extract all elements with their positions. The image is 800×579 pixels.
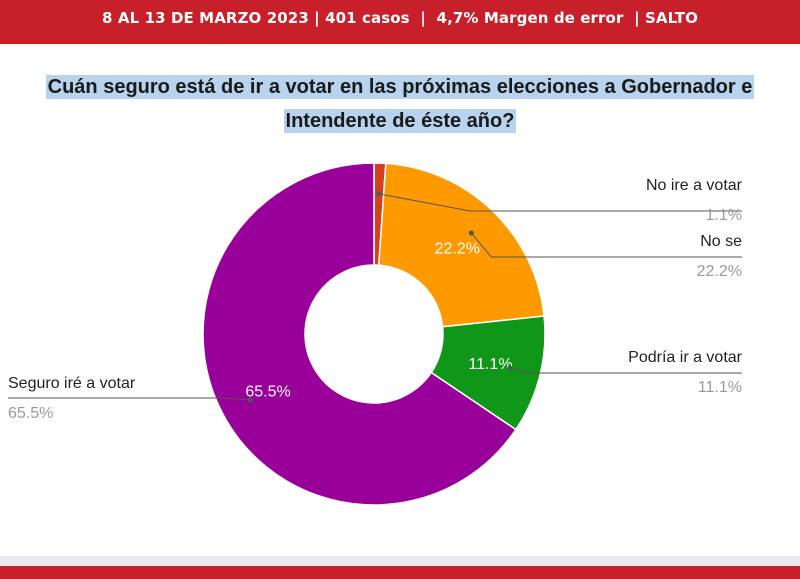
chart-title: Cuán seguro está de ir a votar en las pr… (0, 70, 800, 138)
chart-title-line-2: Intendente de éste año? (283, 109, 517, 133)
legend-value-seguro-ire-a-votar: 65.5% (8, 405, 53, 422)
header-band (0, 0, 800, 44)
footer-band (0, 566, 800, 579)
legend-value-no-se: 22.2% (697, 263, 742, 280)
footer-gray-strip (0, 556, 800, 566)
legend-label-seguro-ire-a-votar: Seguro iré a votar (8, 375, 136, 392)
leader-dot-seguro-ire-a-votar (247, 397, 253, 403)
slice-value-seguro-ire-a-votar: 65.5% (245, 383, 290, 400)
survey-info: 8 AL 13 DE MARZO 2023 | 401 casos | 4,7%… (102, 9, 698, 27)
leader-dot-podria-ir-a-votar (507, 365, 513, 371)
legend-label-podria-ir-a-votar: Podría ir a votar (628, 349, 743, 366)
slice-seguro-ire-a-votar (202, 162, 517, 506)
leader-line-seguro-ire-a-votar (8, 397, 251, 401)
legend-value-podria-ir-a-votar: 11.1% (698, 379, 742, 396)
leader-dot-no-ire-a-votar (376, 191, 382, 197)
slice-no-se (377, 162, 545, 328)
donut-chart: 22.2% 11.1% 65.5% No ire a votar 1.1% No se 22… (8, 162, 743, 506)
legend-value-no-ire-a-votar: 1.1% (706, 207, 742, 224)
leader-line-podria-ir-a-votar (509, 367, 742, 374)
leader-line-no-se (470, 232, 742, 258)
legend-label-no-ire-a-votar: No ire a votar (646, 177, 743, 194)
leader-dot-no-se (468, 230, 474, 236)
legend-label-no-se: No se (700, 233, 742, 250)
leader-line-no-ire-a-votar (378, 193, 742, 212)
slice-value-no-se: 22.2% (435, 241, 480, 258)
slice-value-podria-ir-a-votar: 11.1% (468, 356, 512, 373)
chart-title-line-1: Cuán seguro está de ir a votar en las pr… (45, 75, 755, 99)
